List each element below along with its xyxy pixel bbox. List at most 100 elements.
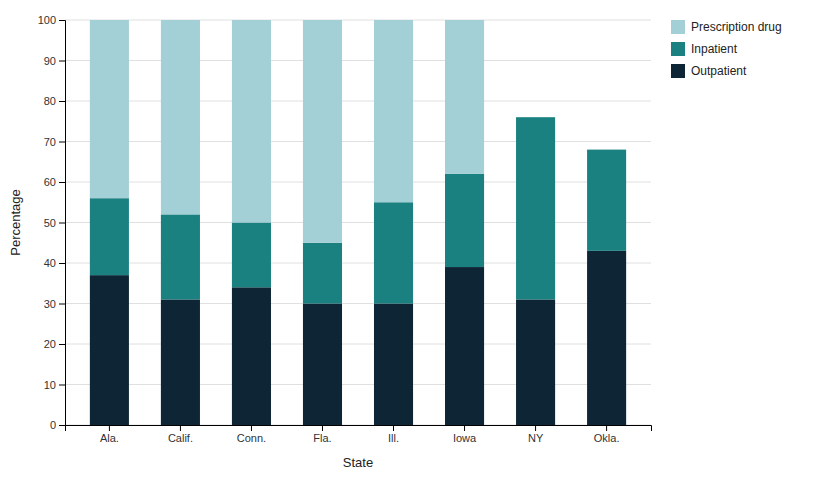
y-tick: 50	[44, 217, 65, 229]
tick-label: 40	[44, 257, 56, 269]
tick-mark	[109, 425, 110, 431]
tick-label: 30	[44, 298, 56, 310]
legend-item: Prescription drug	[671, 20, 782, 34]
tick-label: 90	[44, 55, 56, 67]
bar	[161, 214, 200, 299]
plot: Ala. Calif. Conn. Fla. Ill. Iowa NY Okla. 0 10 20 3…	[8, 14, 652, 470]
y-tick: 10	[44, 379, 65, 391]
bar	[587, 150, 626, 251]
tick-label: Fla.	[313, 432, 331, 444]
tick-mark	[59, 425, 65, 426]
tick-mark	[251, 425, 252, 431]
tick-label: 10	[44, 379, 56, 391]
bar	[587, 251, 626, 425]
y-tick: 100	[38, 14, 65, 26]
series	[90, 20, 484, 243]
tick-mark	[59, 61, 65, 62]
tick-label: Ala.	[100, 432, 119, 444]
tick-mark	[59, 385, 65, 386]
tick-label: Iowa	[453, 432, 477, 444]
grid-line	[65, 344, 651, 345]
grid-line	[65, 141, 651, 142]
x-axis-title: State	[343, 455, 373, 470]
legend-label: Prescription drug	[691, 20, 782, 34]
tick-label: Ill.	[388, 432, 399, 444]
grid	[65, 20, 651, 425]
tick-mark	[59, 344, 65, 345]
x-tick: Calif.	[168, 425, 193, 444]
tick-label: NY	[528, 432, 544, 444]
y-axis: 0 10 20 30 40 50 60 70 80 90 100	[38, 14, 66, 431]
tick-label: 0	[50, 419, 56, 431]
tick-label: 50	[44, 217, 56, 229]
x-tick: Ill.	[388, 425, 399, 444]
grid-line	[65, 60, 651, 61]
legend-label: Outpatient	[691, 64, 747, 78]
bar	[232, 287, 271, 425]
legend-swatch	[671, 42, 685, 56]
axis-line	[59, 21, 66, 426]
grid-line	[65, 20, 651, 21]
x-tick: Conn.	[237, 425, 266, 444]
x-axis: Ala. Calif. Conn. Fla. Ill. Iowa NY Okla.	[66, 425, 652, 444]
grid-line	[65, 222, 651, 223]
x-tick: Ala.	[100, 425, 119, 444]
tick-mark	[59, 182, 65, 183]
bar	[445, 267, 484, 425]
legend-swatch	[671, 64, 685, 78]
tick-mark	[535, 425, 536, 431]
bar	[161, 299, 200, 425]
legend-item: Outpatient	[671, 64, 747, 78]
tick-label: Calif.	[168, 432, 193, 444]
tick-mark	[59, 20, 65, 21]
tick-mark	[322, 425, 323, 431]
y-tick: 90	[44, 55, 65, 67]
tick-label: 60	[44, 176, 56, 188]
x-tick: Fla.	[313, 425, 331, 444]
legend-item: Inpatient	[671, 42, 738, 56]
x-tick: Okla.	[594, 425, 620, 444]
x-tick: Iowa	[453, 425, 477, 444]
bar	[90, 198, 129, 275]
tick-mark	[393, 425, 394, 431]
tick-mark	[606, 425, 607, 431]
bar	[374, 20, 413, 202]
y-tick: 80	[44, 95, 65, 107]
bar	[303, 20, 342, 243]
bar	[374, 304, 413, 426]
bar	[516, 299, 555, 425]
bar	[516, 117, 555, 118]
bar	[587, 149, 626, 150]
tick-label: Conn.	[237, 432, 266, 444]
bar	[161, 20, 200, 214]
bar	[303, 243, 342, 304]
bar	[232, 223, 271, 288]
grid-line	[65, 303, 651, 304]
grid-line	[65, 182, 651, 183]
tick-mark	[59, 304, 65, 305]
grid-line	[65, 384, 651, 385]
tick-mark	[59, 263, 65, 264]
bar	[90, 20, 129, 198]
bar	[445, 174, 484, 267]
tick-label: Okla.	[594, 432, 620, 444]
tick-label: 100	[38, 14, 56, 26]
tick-mark	[59, 142, 65, 143]
legend: Prescription drug Inpatient Outpatient	[671, 20, 782, 78]
bar	[374, 202, 413, 303]
axis-line	[66, 426, 652, 432]
tick-mark	[464, 425, 465, 431]
tick-mark	[59, 101, 65, 102]
tick-label: 20	[44, 338, 56, 350]
tick-label: 80	[44, 95, 56, 107]
bar	[516, 117, 555, 299]
bars	[90, 20, 626, 425]
grid-line	[65, 263, 651, 264]
tick-mark	[180, 425, 181, 431]
y-tick: 40	[44, 257, 65, 269]
tick-label: 70	[44, 136, 56, 148]
y-tick: 0	[50, 419, 65, 431]
y-tick: 70	[44, 136, 65, 148]
grid-line	[65, 101, 651, 102]
y-tick: 20	[44, 338, 65, 350]
